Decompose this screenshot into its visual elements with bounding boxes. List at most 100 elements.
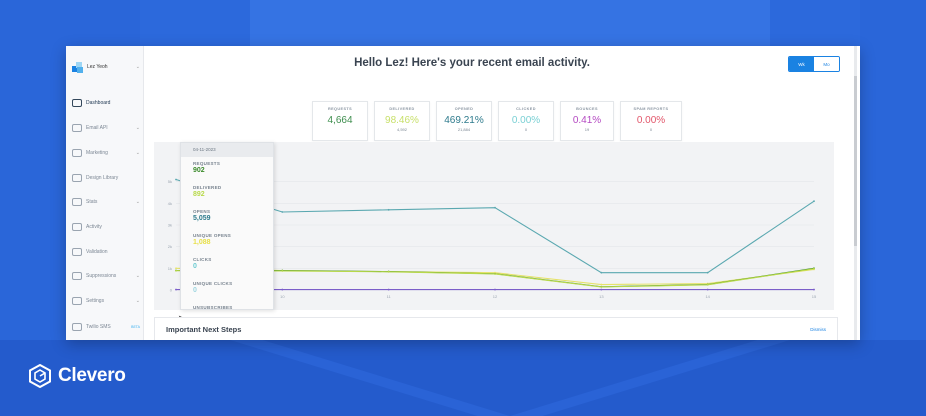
next-steps-panel: Important Next Steps Dismiss bbox=[154, 317, 838, 340]
stat-title: REQUESTS bbox=[327, 107, 353, 111]
stat-subvalue: 21,884 bbox=[457, 127, 471, 132]
sidebar-item-email-api[interactable]: Email API ⌄ bbox=[72, 121, 140, 135]
design-library-icon bbox=[72, 174, 82, 182]
stat-card-requests[interactable]: REQUESTS 4,664 bbox=[312, 101, 368, 141]
sidebar-item-settings[interactable]: Settings ⌄ bbox=[72, 294, 140, 308]
data-point bbox=[281, 270, 284, 272]
validation-icon bbox=[72, 248, 82, 256]
account-name: Lez Yeoh bbox=[87, 64, 108, 70]
stat-value: 469.21% bbox=[444, 115, 484, 126]
tooltip-value: 1,088 bbox=[193, 239, 211, 246]
stat-card-delivered[interactable]: DELIVERED 98.46% 4,592 bbox=[374, 101, 430, 141]
toggle-week[interactable]: Wk bbox=[789, 57, 814, 71]
sidebar-item-suppressions[interactable]: Suppressions ⌄ bbox=[72, 269, 140, 283]
tooltip-value: 0 bbox=[193, 263, 197, 270]
tooltip-label: OPENS bbox=[193, 209, 211, 214]
stat-card-spam-reports[interactable]: SPAM REPORTS 0.00% 0 bbox=[620, 101, 682, 141]
x-tick-label: 10 bbox=[280, 294, 285, 299]
sidebar-item-twilio-sms[interactable]: Twilio SMS BETA bbox=[72, 320, 140, 334]
tooltip-row-requests: REQUESTS 902 bbox=[181, 157, 273, 181]
y-tick-label: 5k bbox=[168, 179, 172, 184]
stat-subvalue: 0 bbox=[649, 127, 653, 132]
tooltip-date: 04-11-2023 bbox=[181, 143, 273, 157]
tooltip-label: DELIVERED bbox=[193, 185, 222, 190]
tooltip-value: 902 bbox=[193, 167, 205, 174]
stat-value: 0.00% bbox=[511, 115, 541, 126]
y-tick-label: 3k bbox=[168, 223, 172, 228]
stat-title: OPENED bbox=[454, 107, 474, 111]
chevron-down-icon: ⌄ bbox=[135, 125, 140, 131]
period-toggle[interactable]: Wk Mo bbox=[788, 56, 840, 72]
data-point bbox=[813, 288, 815, 291]
sidebar-item-label: Email API bbox=[86, 125, 108, 131]
sidebar-item-label: Design Library bbox=[86, 175, 119, 181]
tooltip-row-opens: OPENS 5,059 bbox=[181, 205, 273, 229]
data-point bbox=[600, 288, 603, 291]
data-point bbox=[813, 200, 815, 203]
data-point bbox=[706, 283, 709, 286]
sidebar-item-stats[interactable]: Stats ⌄ bbox=[72, 195, 140, 209]
settings-icon bbox=[72, 297, 82, 305]
tooltip-row-unique-clicks: UNIQUE CLICKS 0 bbox=[181, 277, 273, 301]
sidebar-item-label: Settings bbox=[86, 298, 105, 304]
chevron-down-icon: ⌄ bbox=[135, 199, 140, 205]
chevron-down-icon: ⌄ bbox=[135, 64, 140, 70]
sidebar-item-label: Marketing bbox=[86, 150, 108, 156]
tooltip-value: 892 bbox=[193, 191, 205, 198]
tooltip-value: 5,059 bbox=[193, 215, 211, 222]
data-point bbox=[387, 208, 390, 211]
sidebar-item-design-library[interactable]: Design Library bbox=[72, 171, 140, 185]
stat-card-bounces[interactable]: BOUNCES 0.41% 19 bbox=[560, 101, 614, 141]
sidebar-item-label: Activity bbox=[86, 224, 102, 230]
dismiss-link[interactable]: Dismiss bbox=[810, 327, 826, 332]
email-api-icon bbox=[72, 124, 82, 132]
sidebar-item-label: Validation bbox=[86, 249, 108, 255]
stat-card-clicked[interactable]: CLICKED 0.00% 0 bbox=[498, 101, 554, 141]
stat-value: 0.41% bbox=[572, 115, 602, 126]
sidebar-item-dashboard[interactable]: Dashboard bbox=[72, 96, 140, 110]
data-point bbox=[281, 211, 284, 213]
clevero-cube-icon bbox=[29, 364, 51, 388]
dashboard-icon bbox=[72, 99, 82, 107]
tooltip-row-unique-opens: UNIQUE OPENS 1,088 bbox=[181, 229, 273, 253]
x-tick-label: 11 bbox=[387, 294, 392, 299]
sidebar-item-label: Stats bbox=[86, 199, 98, 205]
stat-title: DELIVERED bbox=[389, 107, 415, 111]
stat-value: 4,664 bbox=[327, 115, 353, 126]
activity-icon bbox=[72, 223, 82, 231]
data-point bbox=[813, 267, 815, 270]
beta-badge: BETA bbox=[131, 325, 140, 329]
y-tick-label: 1k bbox=[168, 266, 172, 271]
data-point bbox=[281, 288, 284, 291]
suppressions-icon bbox=[72, 272, 82, 280]
data-point bbox=[600, 271, 603, 274]
data-point bbox=[706, 271, 709, 274]
x-tick-label: 13 bbox=[599, 294, 604, 299]
data-point bbox=[387, 270, 390, 273]
y-tick-label: 2k bbox=[168, 244, 172, 249]
activity-line-chart[interactable]: 0 1k 2k 3k 4k 5k 10 11 12 13 14 15 bbox=[154, 142, 834, 310]
stat-title: SPAM REPORTS bbox=[633, 107, 669, 111]
sidebar-item-label: Twilio SMS bbox=[86, 324, 111, 330]
data-point bbox=[175, 267, 177, 270]
tooltip-value: 0 bbox=[193, 287, 197, 294]
stat-subvalue: 19 bbox=[584, 127, 590, 132]
background-chevron bbox=[230, 330, 790, 416]
sidebar-item-activity[interactable]: Activity bbox=[72, 220, 140, 234]
stat-title: CLICKED bbox=[516, 107, 536, 111]
data-point bbox=[175, 269, 177, 272]
sidebar-item-label: Dashboard bbox=[86, 100, 111, 106]
chevron-down-icon: ⌄ bbox=[135, 273, 140, 279]
sidebar-item-marketing[interactable]: Marketing ⌄ bbox=[72, 146, 140, 160]
data-point bbox=[175, 288, 177, 291]
stat-card-opened[interactable]: OPENED 469.21% 21,884 bbox=[436, 101, 492, 141]
toggle-month[interactable]: Mo bbox=[814, 57, 839, 71]
sidebar-item-validation[interactable]: Validation bbox=[72, 245, 140, 259]
dashboard-window: Lez Yeoh ⌄ Dashboard Email API ⌄ Marketing ⌄… bbox=[66, 46, 860, 340]
x-tick-label: 14 bbox=[705, 294, 710, 299]
account-switcher[interactable]: Lez Yeoh ⌄ bbox=[72, 60, 140, 74]
scrollbar-thumb[interactable] bbox=[854, 76, 857, 246]
tooltip-row-delivered: DELIVERED 892 bbox=[181, 181, 273, 205]
x-tick-label: 12 bbox=[493, 294, 498, 299]
next-steps-title: Important Next Steps bbox=[166, 325, 242, 334]
